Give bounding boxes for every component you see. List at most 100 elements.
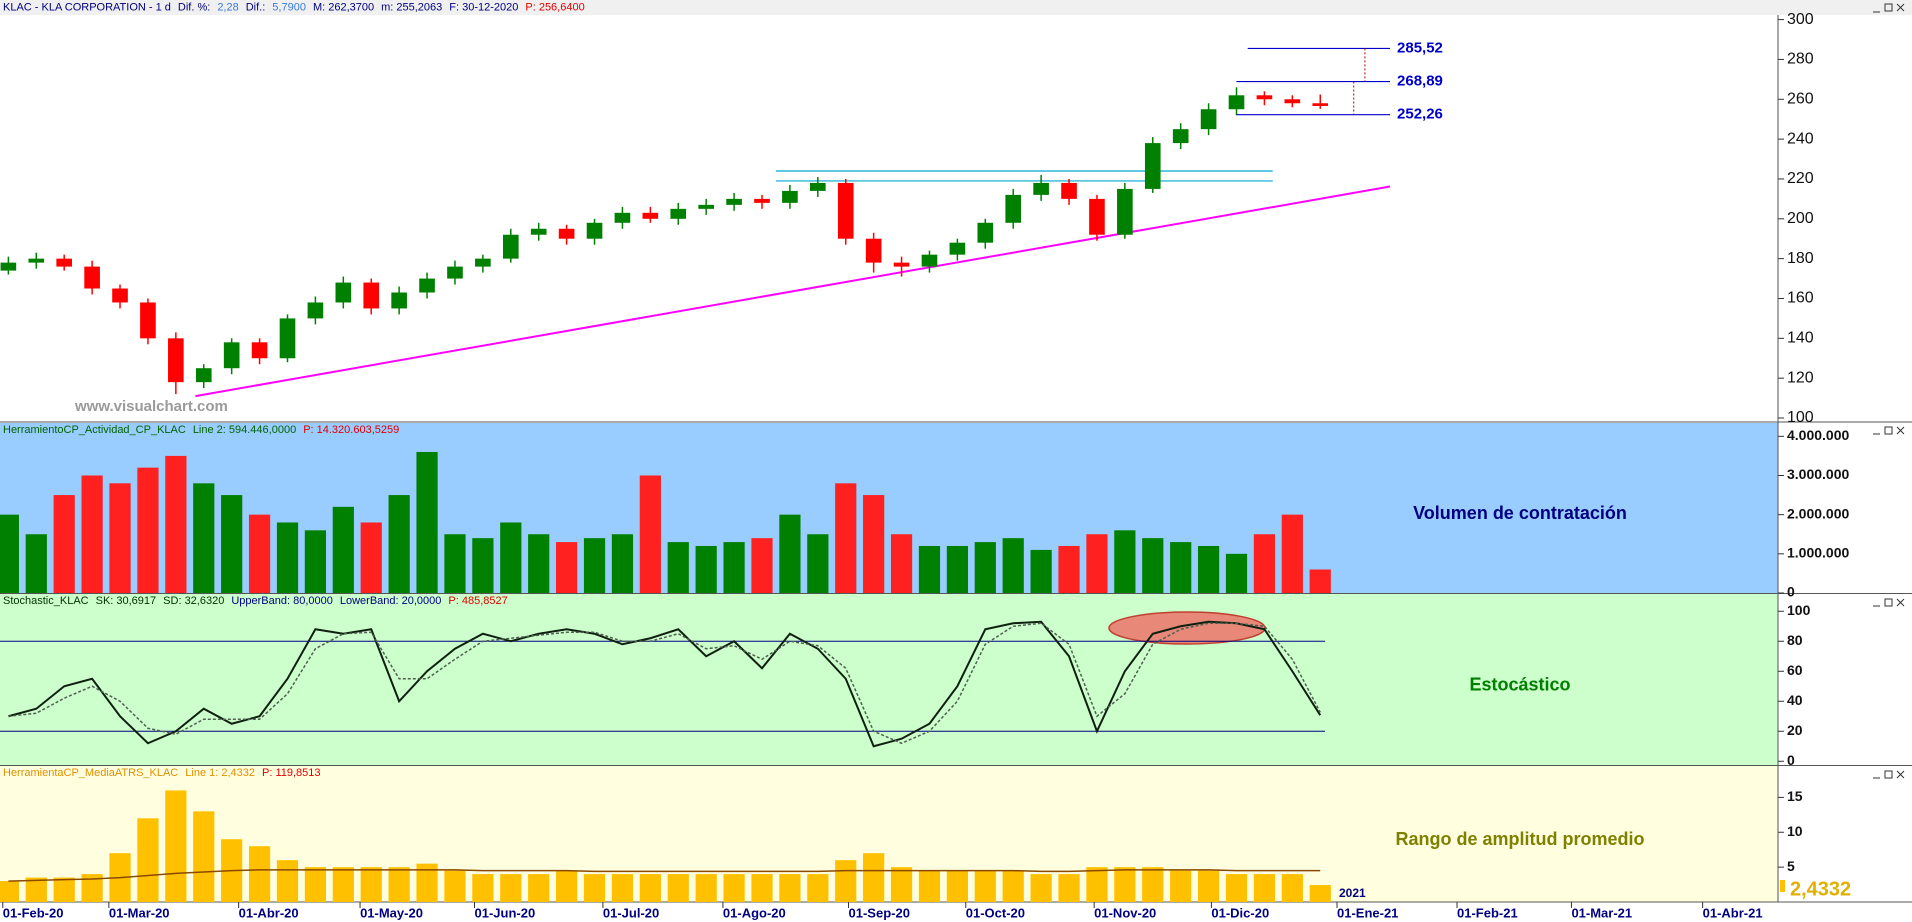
- candle-body: [363, 282, 380, 309]
- title-part: P: 485,8527: [448, 595, 507, 607]
- bar: [863, 853, 885, 902]
- bar: [779, 874, 801, 902]
- bar: [81, 475, 103, 593]
- y-tick-label: 140: [1787, 330, 1814, 347]
- bar: [918, 545, 941, 593]
- title-part: Stochastic_KLAC: [3, 595, 89, 607]
- bar: [918, 870, 941, 902]
- bar: [416, 451, 438, 593]
- bar: [946, 545, 968, 593]
- bar: [248, 514, 271, 593]
- bar: [556, 542, 578, 593]
- bar: [611, 534, 634, 593]
- bar: [1058, 874, 1080, 902]
- bar: [583, 874, 606, 902]
- bar: [276, 860, 299, 902]
- y-tick-label: 80: [1787, 632, 1803, 648]
- x-tick-label: 01-Feb-20: [3, 905, 64, 920]
- candle-body: [195, 368, 212, 383]
- y-tick-label: 15: [1787, 788, 1803, 804]
- panel-label: Volumen de contratación: [1413, 503, 1627, 523]
- title-part: KLAC - KLA CORPORATION - 1 d: [3, 1, 171, 13]
- bar: [165, 455, 187, 593]
- bar: [974, 542, 996, 593]
- candle-body: [223, 342, 240, 369]
- bar: [751, 538, 773, 593]
- bar: [304, 867, 327, 902]
- bar: [360, 522, 382, 593]
- y-tick-label: 300: [1787, 11, 1814, 28]
- title-part: 2,28: [217, 1, 238, 13]
- bar: [639, 475, 661, 593]
- y-tick-label: 3.000.000: [1787, 466, 1849, 482]
- candle-body: [112, 288, 128, 303]
- bar: [0, 514, 19, 593]
- bar: [1030, 549, 1052, 593]
- bar: [946, 870, 968, 902]
- line-series: [8, 869, 1321, 882]
- x-tick-label: 01-Ago-20: [723, 905, 786, 920]
- y-tick-label: 160: [1787, 290, 1814, 307]
- y-tick-label: 4.000.000: [1787, 427, 1849, 443]
- current-value-label: 2,4332: [1790, 878, 1851, 900]
- candle-body: [921, 254, 938, 267]
- line-series: [8, 620, 1322, 748]
- level-label: 285,52: [1397, 39, 1443, 56]
- x-tick-label: 01-May-20: [360, 905, 423, 920]
- candle-body: [1144, 143, 1161, 189]
- title-part: UpperBand: 80,0000: [231, 595, 333, 607]
- title-part: Line 1: 2,4332: [185, 767, 255, 779]
- bar: [248, 846, 271, 902]
- x-tick-label: 01-Abr-20: [239, 905, 299, 920]
- x-tick-label: 01-Jun-20: [475, 905, 536, 920]
- title-part: M: 262,3700: [313, 1, 374, 13]
- title-part: HerramientaCP_MediaATRS_KLAC: [3, 767, 178, 779]
- bar: [165, 790, 187, 902]
- title-part: P: 256,6400: [525, 1, 584, 13]
- bar: [1086, 534, 1108, 593]
- title-part: Dif. %:: [178, 1, 210, 13]
- y-tick-label: 0: [1787, 584, 1795, 600]
- panel-title: KLAC - KLA CORPORATION - 1 d Dif. %: 2,28 D…: [3, 1, 585, 13]
- candle-body: [1061, 182, 1077, 199]
- title-part: LowerBand: 20,0000: [340, 595, 442, 607]
- bar: [388, 495, 410, 593]
- bar: [388, 867, 410, 902]
- bar: [835, 483, 857, 593]
- bar: [611, 874, 634, 902]
- bar: [416, 863, 438, 902]
- candle-body: [28, 258, 45, 263]
- bar: [1225, 553, 1248, 593]
- candle-body: [1089, 198, 1105, 235]
- y-tick-label: 100: [1787, 409, 1814, 426]
- bar: [25, 534, 47, 593]
- candle-body: [754, 198, 770, 203]
- axis-column: [1778, 15, 1912, 902]
- candle-body: [977, 222, 994, 243]
- bar: [723, 542, 745, 593]
- candle-body: [865, 238, 882, 263]
- bar: [304, 530, 327, 593]
- window-buttons[interactable]: [1873, 3, 1905, 779]
- bar: [444, 870, 466, 902]
- candle-body: [698, 204, 714, 209]
- y-tick-label: 2.000.000: [1787, 505, 1849, 521]
- bar: [500, 522, 522, 593]
- bar: [1197, 870, 1220, 902]
- bar: [444, 534, 466, 593]
- x-tick-label: 01-Mar-21: [1571, 905, 1632, 920]
- bar: [53, 877, 75, 902]
- bar: [1309, 885, 1331, 902]
- bar: [751, 874, 773, 902]
- y-tick-label: 200: [1787, 210, 1814, 227]
- bar: [528, 534, 550, 593]
- title-part: m: 255,2063: [381, 1, 442, 13]
- candle-body: [1172, 129, 1189, 144]
- y-tick-label: 5: [1787, 858, 1795, 874]
- bar: [193, 811, 215, 902]
- candle-body: [0, 262, 17, 271]
- candle-body: [726, 198, 742, 205]
- bar: [1197, 545, 1220, 593]
